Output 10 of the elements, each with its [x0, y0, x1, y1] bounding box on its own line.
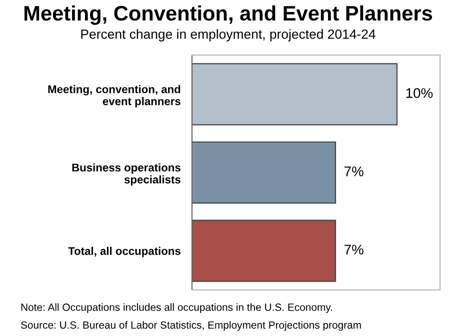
source-note: Source: U.S. Bureau of Labor Statistics, Employment Projections program — [20, 321, 361, 331]
chart-title: Meeting, Convention, and Event Planners — [24, 5, 432, 25]
data-label: 10% — [406, 88, 433, 98]
y-tick-label: Meeting, convention, and event planners — [48, 85, 180, 108]
y-tick-label: Business operations specialists — [72, 163, 180, 186]
data-label: 7% — [344, 244, 364, 254]
data-label: 7% — [344, 166, 364, 176]
text: Note: All Occupations includes all occupations in the U.S. Economy. — [21, 303, 332, 313]
y-tick-label: Total, all occupations — [68, 246, 180, 258]
chart-subtitle: Percent change in employment, projected 2014-24 — [81, 29, 376, 42]
